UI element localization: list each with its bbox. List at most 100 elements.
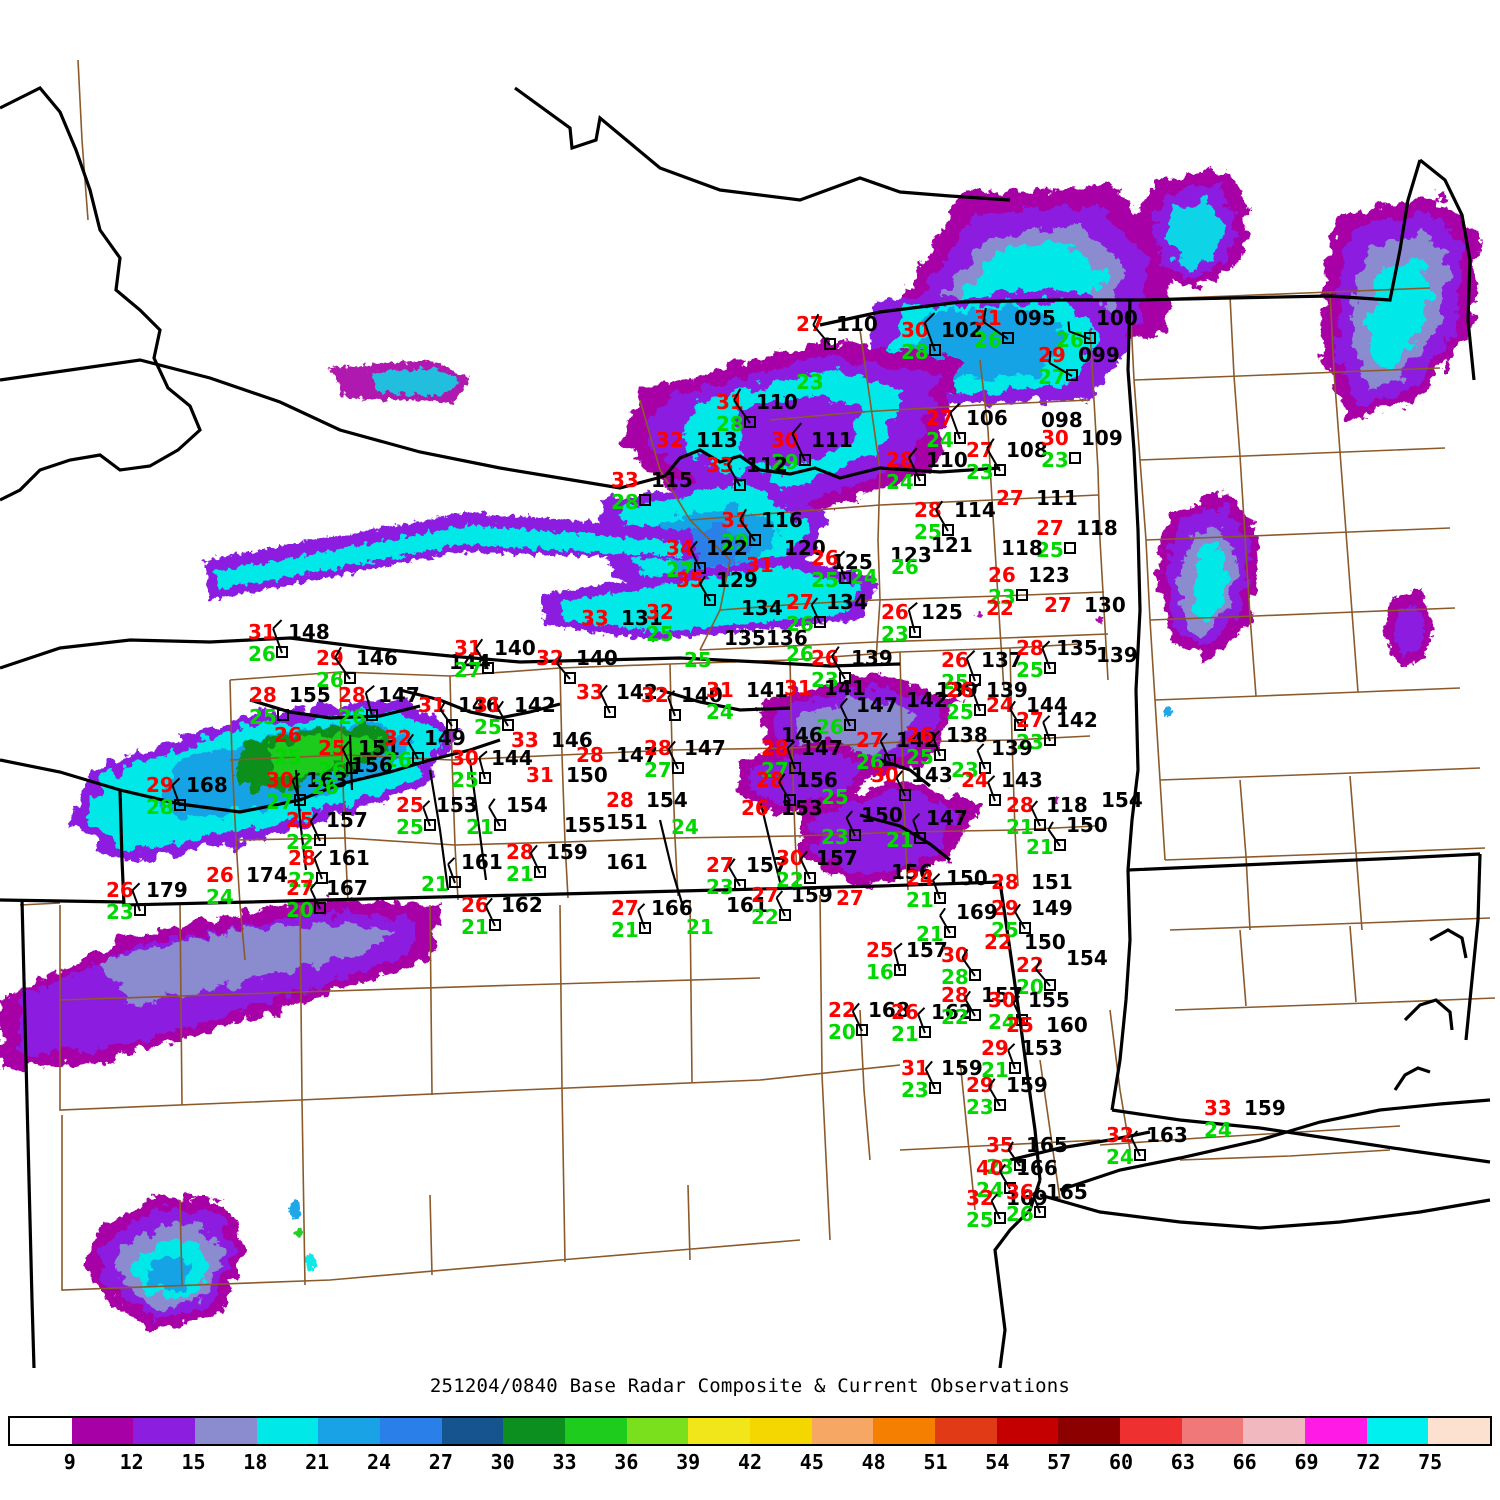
station-marker-square[interactable] — [844, 719, 856, 731]
station-temperature: 27 — [836, 886, 864, 910]
station-marker-square[interactable] — [994, 1212, 1006, 1224]
station-marker-square[interactable] — [494, 819, 506, 831]
station-marker-square[interactable] — [174, 799, 186, 811]
station-pressure: 095 — [1014, 306, 1056, 330]
station-marker-square[interactable] — [734, 479, 746, 491]
station-marker-square[interactable] — [276, 646, 288, 658]
station-marker-square[interactable] — [989, 794, 1001, 806]
station-marker-square[interactable] — [449, 876, 461, 888]
station-marker-square[interactable] — [1069, 452, 1081, 464]
station-marker-square[interactable] — [919, 1026, 931, 1038]
station-dewpoint: 22 — [941, 1005, 969, 1029]
station-temperature: 29 — [1038, 343, 1066, 367]
station-marker-square[interactable] — [779, 909, 791, 921]
station-marker-square[interactable] — [1014, 719, 1026, 731]
station-marker-square[interactable] — [734, 879, 746, 891]
station-marker-square[interactable] — [366, 709, 378, 721]
station-marker-square[interactable] — [134, 904, 146, 916]
station-marker-square[interactable] — [564, 672, 576, 684]
station-marker-square[interactable] — [1054, 839, 1066, 851]
station-marker-square[interactable] — [316, 872, 328, 884]
station-marker-square[interactable] — [534, 866, 546, 878]
station-marker-square[interactable] — [894, 964, 906, 976]
station-marker-square[interactable] — [314, 902, 326, 914]
station-marker-square[interactable] — [749, 534, 761, 546]
station-marker-square[interactable] — [412, 752, 424, 764]
station-marker-square[interactable] — [502, 719, 514, 731]
station-marker-square[interactable] — [804, 872, 816, 884]
station-marker-square[interactable] — [799, 454, 811, 466]
station-marker-square[interactable] — [914, 832, 926, 844]
station-marker-square[interactable] — [277, 709, 289, 721]
station-marker-square[interactable] — [1014, 1159, 1026, 1171]
surface-observations-layer[interactable]: 27 110 30 28 102 31 26 095 26 100 29 27 099 23 31 28 110… — [0, 0, 1500, 1368]
station-marker-square[interactable] — [954, 432, 966, 444]
station-dewpoint: 21 — [906, 888, 934, 912]
station-marker-square[interactable] — [446, 719, 458, 731]
colorbar-label-57: 57 — [1047, 1450, 1072, 1474]
station-marker-square[interactable] — [1004, 1182, 1016, 1194]
station-marker-square[interactable] — [929, 344, 941, 356]
station-temperature: 27 — [1036, 516, 1064, 540]
station-marker-square[interactable] — [744, 416, 756, 428]
station-marker-square[interactable] — [934, 892, 946, 904]
station-marker-square[interactable] — [934, 749, 946, 761]
station-marker-square[interactable] — [944, 926, 956, 938]
station-marker-square[interactable] — [784, 794, 796, 806]
radar-map-canvas[interactable]: 27 110 30 28 102 31 26 095 26 100 29 27 099 23 31 28 110… — [0, 0, 1500, 1368]
station-marker-square[interactable] — [1044, 979, 1056, 991]
station-marker-square[interactable] — [639, 494, 651, 506]
station-marker-square[interactable] — [969, 969, 981, 981]
station-marker-square[interactable] — [914, 474, 926, 486]
station-marker-square[interactable] — [479, 772, 491, 784]
station-marker-square[interactable] — [1044, 662, 1056, 674]
station-marker-square[interactable] — [849, 829, 861, 841]
station-marker-square[interactable] — [694, 562, 706, 574]
station-marker-square[interactable] — [294, 794, 306, 806]
station-marker-square[interactable] — [974, 704, 986, 716]
station-marker-square[interactable] — [789, 762, 801, 774]
station-marker-square[interactable] — [884, 754, 896, 766]
station-marker-square[interactable] — [604, 706, 616, 718]
station-marker-square[interactable] — [856, 1024, 868, 1036]
station-marker-square[interactable] — [909, 626, 921, 638]
wind-barb-flag — [845, 810, 854, 819]
station-marker-square[interactable] — [1064, 542, 1076, 554]
station-marker-square[interactable] — [1002, 332, 1014, 344]
station-marker-square[interactable] — [346, 762, 358, 774]
station-temperature: 28 — [249, 683, 277, 707]
station-marker-square[interactable] — [1009, 1062, 1021, 1074]
station-marker-square[interactable] — [1019, 922, 1031, 934]
station-marker-square[interactable] — [669, 709, 681, 721]
station-marker-square[interactable] — [1044, 734, 1056, 746]
station-marker-square[interactable] — [969, 1009, 981, 1021]
station-marker-square[interactable] — [839, 672, 851, 684]
station-marker-square[interactable] — [672, 762, 684, 774]
station-marker-square[interactable] — [482, 662, 494, 674]
station-marker-square[interactable] — [1034, 819, 1046, 831]
station-marker-square[interactable] — [929, 1082, 941, 1094]
station-marker-square[interactable] — [344, 672, 356, 684]
station-marker-square[interactable] — [994, 1099, 1006, 1111]
station-marker-square[interactable] — [1016, 589, 1028, 601]
station-temperature: 30 — [988, 988, 1016, 1012]
station-marker-square[interactable] — [899, 789, 911, 801]
station-marker-square[interactable] — [704, 594, 716, 606]
station-temperature: 27 — [611, 896, 639, 920]
station-marker-square[interactable] — [639, 922, 651, 934]
station-marker-square[interactable] — [1016, 1014, 1028, 1026]
station-marker-square[interactable] — [994, 464, 1006, 476]
station-marker-square[interactable] — [942, 524, 954, 536]
station-marker-square[interactable] — [1066, 369, 1078, 381]
station-marker-square[interactable] — [424, 819, 436, 831]
station-pressure: 110 — [926, 448, 968, 472]
station-marker-square[interactable] — [489, 919, 501, 931]
station-marker-square[interactable] — [314, 834, 326, 846]
station-pressure: 142 — [896, 728, 938, 752]
station-marker-square[interactable] — [839, 572, 851, 584]
station-marker-square[interactable] — [1034, 1206, 1046, 1218]
station-marker-square[interactable] — [814, 616, 826, 628]
station-marker-square[interactable] — [979, 762, 991, 774]
station-marker-square[interactable] — [824, 338, 836, 350]
station-marker-square[interactable] — [1134, 1149, 1146, 1161]
